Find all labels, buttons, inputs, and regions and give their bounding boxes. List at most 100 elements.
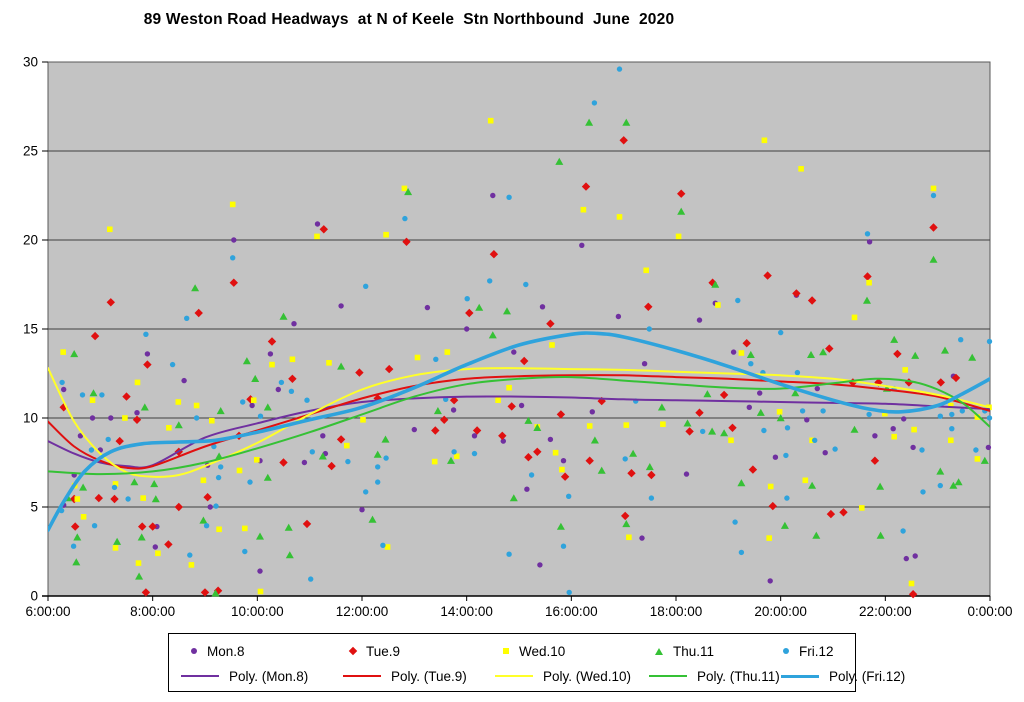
scatter-point-Wed.10 <box>250 397 257 403</box>
scatter-point-Tue.9 <box>132 415 142 424</box>
scatter-point-Tue.9 <box>677 189 686 198</box>
scatter-point-Tue.9 <box>647 470 656 480</box>
scatter-point-Tue.9 <box>644 302 653 311</box>
scatter-point-Tue.9 <box>279 458 288 467</box>
scatter-point-Wed.10 <box>643 267 649 274</box>
scatter-point-Fri.12 <box>345 458 351 465</box>
scatter-point-Tue.9 <box>115 436 124 446</box>
scatter-point-Fri.12 <box>778 329 784 336</box>
scatter-point-Wed.10 <box>269 361 275 368</box>
scatter-point-Fri.12 <box>240 399 246 405</box>
scatter-point-Mon.8 <box>767 578 773 584</box>
scatter-point-Tue.9 <box>70 494 79 504</box>
scatter-point-Fri.12 <box>184 315 190 321</box>
scatter-point-Tue.9 <box>719 390 729 400</box>
scatter-point-Mon.8 <box>518 402 525 409</box>
scatter-point-Thu.11 <box>174 421 183 429</box>
legend-label: Poly. (Fri.12) <box>829 668 906 684</box>
scatter-point-Mon.8 <box>89 415 96 421</box>
scatter-point-Fri.12 <box>471 450 478 457</box>
y-tick-label: 20 <box>23 233 38 248</box>
y-tick-label: 10 <box>23 411 38 426</box>
scatter-point-Mon.8 <box>249 402 255 409</box>
scatter-point-Wed.10 <box>414 354 421 361</box>
legend-item-Mon.8: Mon.8 <box>191 642 245 660</box>
scatter-point-Fri.12 <box>784 425 791 431</box>
scatter-point-Fri.12 <box>812 437 818 443</box>
scatter-point-Tue.9 <box>708 278 717 287</box>
scatter-point-Thu.11 <box>404 188 413 196</box>
y-tick-label: 15 <box>23 322 38 337</box>
legend-item-Poly. (Mon.8): Poly. (Mon.8) <box>181 667 308 685</box>
scatter-point-Thu.11 <box>251 374 260 382</box>
scatter-point-Fri.12 <box>363 489 369 495</box>
scatter-point-Wed.10 <box>738 350 745 356</box>
scatter-point-Wed.10 <box>193 402 200 409</box>
scatter-point-Fri.12 <box>91 523 98 529</box>
y-tick-label: 25 <box>23 144 38 159</box>
scatter-point-Wed.10 <box>891 433 897 440</box>
scatter-point-Tue.9 <box>431 426 440 435</box>
scatter-point-Thu.11 <box>263 473 272 481</box>
scatter-point-Thu.11 <box>968 353 977 361</box>
scatter-point-Wed.10 <box>135 560 142 566</box>
scatter-point-Fri.12 <box>735 297 741 304</box>
scatter-point-Mon.8 <box>696 317 703 323</box>
scatter-point-Mon.8 <box>804 417 810 423</box>
scatter-point-Thu.11 <box>911 351 920 359</box>
scatter-point-Mon.8 <box>291 321 297 327</box>
scatter-point-Mon.8 <box>547 436 554 443</box>
scatter-point-Wed.10 <box>166 425 172 431</box>
scatter-point-Tue.9 <box>826 509 836 519</box>
scatter-point-Wed.10 <box>767 483 774 490</box>
trendline-sample-icon <box>781 674 819 678</box>
scatter-point-Wed.10 <box>112 545 119 551</box>
scatter-point-Tue.9 <box>143 360 152 369</box>
scatter-point-Wed.10 <box>487 117 494 124</box>
scatter-point-Tue.9 <box>302 519 312 529</box>
scatter-point-Wed.10 <box>444 349 451 355</box>
scatter-point-Tue.9 <box>581 182 591 191</box>
scatter-point-Mon.8 <box>866 239 873 245</box>
scatter-point-Tue.9 <box>763 271 772 280</box>
scatter-point-Fri.12 <box>648 495 655 501</box>
x-tick-label: 12:00:00 <box>336 604 389 619</box>
scatter-point-Mon.8 <box>772 454 779 460</box>
scatter-point-Wed.10 <box>974 456 981 462</box>
scatter-point-Tue.9 <box>863 272 872 281</box>
scatter-point-Fri.12 <box>986 338 993 345</box>
scatter-point-Wed.10 <box>326 360 332 366</box>
scatter-point-Tue.9 <box>164 540 173 549</box>
scatter-point-Thu.11 <box>433 407 442 415</box>
legend-item-Thu.11: Thu.11 <box>655 642 714 660</box>
scatter-point-Thu.11 <box>645 463 654 471</box>
x-tick-label: 20:00:00 <box>754 604 807 619</box>
scatter-point-Wed.10 <box>80 514 87 520</box>
scatter-point-Fri.12 <box>99 392 105 398</box>
scatter-point-Thu.11 <box>151 495 160 503</box>
scatter-point-Thu.11 <box>524 416 533 424</box>
scatter-point-Thu.11 <box>373 450 382 458</box>
scatter-point-Fri.12 <box>506 194 512 200</box>
scatter-point-Wed.10 <box>257 588 264 595</box>
scatter-point-Tue.9 <box>904 378 914 387</box>
scatter-point-Thu.11 <box>79 483 88 491</box>
scatter-point-Tue.9 <box>768 501 777 511</box>
scatter-point-Thu.11 <box>503 307 511 315</box>
scatter-point-Mon.8 <box>144 351 151 357</box>
scatter-point-Fri.12 <box>622 456 628 462</box>
scatter-point-Tue.9 <box>489 250 499 259</box>
scatter-point-Fri.12 <box>304 397 310 403</box>
scatter-point-Fri.12 <box>230 255 236 261</box>
scatter-point-Wed.10 <box>908 580 915 587</box>
scatter-point-Thu.11 <box>980 456 989 464</box>
scatter-point-Tue.9 <box>556 410 566 419</box>
scatter-point-Tue.9 <box>94 493 103 503</box>
scatter-point-Wed.10 <box>216 526 222 533</box>
legend-label: Thu.11 <box>673 643 715 659</box>
scatter-point-Wed.10 <box>902 367 908 373</box>
scatter-point-Wed.10 <box>761 137 768 144</box>
scatter-point-Wed.10 <box>930 185 937 192</box>
scatter-point-Tue.9 <box>560 472 570 481</box>
scatter-point-Fri.12 <box>930 192 937 199</box>
